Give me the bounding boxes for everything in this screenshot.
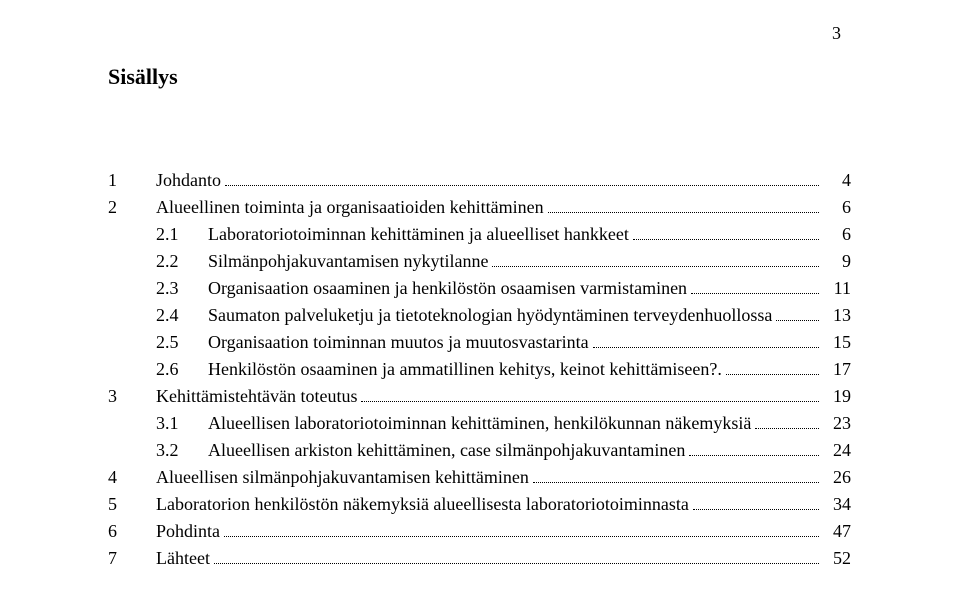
toc-title: Sisällys (108, 60, 851, 93)
toc-entry-number: 6 (108, 518, 156, 545)
toc-leader (633, 223, 819, 240)
toc-leader (689, 439, 819, 456)
toc-entry-page: 4 (823, 167, 851, 194)
toc-entry-text: Alueellisen laboratoriotoiminnan kehittä… (208, 410, 751, 437)
toc-entry-page: 6 (823, 221, 851, 248)
toc-entry-page: 26 (823, 464, 851, 491)
toc-leader (214, 547, 819, 564)
toc-entry-page: 23 (823, 410, 851, 437)
toc-leader (593, 331, 819, 348)
toc-entry-number: 3.2 (156, 437, 208, 464)
toc-entry-text: Pohdinta (156, 518, 220, 545)
toc-leader (726, 358, 819, 375)
toc-entry-number: 2.3 (156, 275, 208, 302)
toc-entry-page: 17 (823, 356, 851, 383)
toc-leader (361, 385, 819, 402)
toc-entry-number: 2.5 (156, 329, 208, 356)
toc-entry-page: 13 (823, 302, 851, 329)
toc-entry-number: 7 (108, 545, 156, 572)
toc-row: 2.1Laboratoriotoiminnan kehittäminen ja … (108, 221, 851, 248)
toc-entry-page: 34 (823, 491, 851, 518)
toc-entry-page: 47 (823, 518, 851, 545)
toc-row: 5Laboratorion henkilöstön näkemyksiä alu… (108, 491, 851, 518)
toc-entry-text: Organisaation toiminnan muutos ja muutos… (208, 329, 589, 356)
toc-row: 2.3Organisaation osaaminen ja henkilöstö… (108, 275, 851, 302)
toc-entry-number: 5 (108, 491, 156, 518)
toc-leader (755, 412, 819, 429)
toc-entry-text: Organisaation osaaminen ja henkilöstön o… (208, 275, 687, 302)
toc-row: 2.5Organisaation toiminnan muutos ja muu… (108, 329, 851, 356)
toc-leader (533, 466, 819, 483)
toc-entry-page: 11 (823, 275, 851, 302)
toc-entry-text: Alueellisen arkiston kehittäminen, case … (208, 437, 685, 464)
toc-entry-text: Saumaton palveluketju ja tietoteknologia… (208, 302, 772, 329)
toc-entry-number: 2.1 (156, 221, 208, 248)
toc-leader (492, 250, 819, 267)
toc-row: 2.4Saumaton palveluketju ja tietoteknolo… (108, 302, 851, 329)
toc-row: 3Kehittämistehtävän toteutus 19 (108, 383, 851, 410)
toc-entry-page: 15 (823, 329, 851, 356)
toc-entry-text: Silmänpohjakuvantamisen nykytilanne (208, 248, 488, 275)
toc-entry-text: Lähteet (156, 545, 210, 572)
toc-row: 6Pohdinta 47 (108, 518, 851, 545)
page-number: 3 (832, 20, 841, 47)
toc-row: 3.1Alueellisen laboratoriotoiminnan kehi… (108, 410, 851, 437)
toc-entry-number: 2 (108, 194, 156, 221)
toc-entry-number: 3.1 (156, 410, 208, 437)
table-of-contents: 1Johdanto42Alueellinen toiminta ja organ… (108, 167, 851, 572)
toc-entry-text: Alueellisen silmänpohjakuvantamisen kehi… (156, 464, 529, 491)
toc-entry-number: 2.4 (156, 302, 208, 329)
toc-row: 4Alueellisen silmänpohjakuvantamisen keh… (108, 464, 851, 491)
toc-row: 1Johdanto 4 (108, 167, 851, 194)
toc-entry-text: Laboratoriotoiminnan kehittäminen ja alu… (208, 221, 629, 248)
toc-entry-page: 9 (823, 248, 851, 275)
toc-entry-text: Kehittämistehtävän toteutus (156, 383, 357, 410)
toc-row: 7Lähteet 52 (108, 545, 851, 572)
toc-leader (224, 520, 819, 537)
toc-entry-text: Henkilöstön osaaminen ja ammatillinen ke… (208, 356, 722, 383)
toc-row: 2Alueellinen toiminta ja organisaatioide… (108, 194, 851, 221)
toc-entry-page: 52 (823, 545, 851, 572)
toc-entry-page: 19 (823, 383, 851, 410)
toc-entry-number: 2.6 (156, 356, 208, 383)
toc-entry-number: 2.2 (156, 248, 208, 275)
toc-entry-text: Laboratorion henkilöstön näkemyksiä alue… (156, 491, 689, 518)
toc-row: 3.2Alueellisen arkiston kehittäminen, ca… (108, 437, 851, 464)
toc-entry-number: 4 (108, 464, 156, 491)
toc-entry-number: 3 (108, 383, 156, 410)
toc-row: 2.6Henkilöstön osaaminen ja ammatillinen… (108, 356, 851, 383)
toc-leader (691, 277, 819, 294)
toc-leader (225, 169, 819, 186)
toc-leader (693, 493, 819, 510)
toc-leader (548, 196, 819, 213)
toc-entry-text: Johdanto (156, 167, 221, 194)
toc-entry-page: 6 (823, 194, 851, 221)
toc-entry-text: Alueellinen toiminta ja organisaatioiden… (156, 194, 544, 221)
document-page: 3 Sisällys 1Johdanto42Alueellinen toimin… (0, 0, 959, 615)
toc-entry-page: 24 (823, 437, 851, 464)
toc-leader (776, 304, 819, 321)
toc-row: 2.2Silmänpohjakuvantamisen nykytilanne 9 (108, 248, 851, 275)
toc-entry-number: 1 (108, 167, 156, 194)
